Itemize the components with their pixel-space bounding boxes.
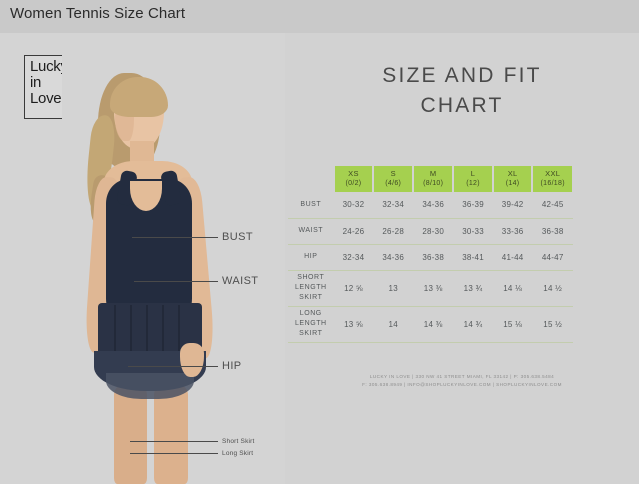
callout-label-long-skirt: Long Skirt (222, 450, 254, 457)
page-title: Women Tennis Size Chart (10, 5, 186, 22)
cell-short-skirt-xs: 12 ⅝ (333, 270, 374, 307)
column-size-l: L (470, 169, 476, 179)
column-range-xxl: (16/18) (540, 180, 565, 188)
cell-waist-xs: 24-26 (333, 218, 374, 245)
row-label-line-1: LONG (299, 309, 322, 317)
model-photo-panel: Lucky in Love (0, 33, 285, 484)
cell-hip-xs: 32-34 (333, 244, 374, 271)
size-fit-table: XS (0/2) S (4/6) M (8/10) L (288, 166, 574, 343)
row-label-waist: WAIST (288, 218, 334, 245)
cell-long-skirt-xs: 13 ⅝ (333, 306, 374, 343)
leader-line-hip (128, 365, 218, 367)
logo-line-2: in (30, 73, 42, 91)
table-header-row: XS (0/2) S (4/6) M (8/10) L (288, 166, 574, 192)
column-header-xs: XS (0/2) (332, 166, 375, 192)
row-label-long-length-skirt: LONG LENGTH SKIRT (288, 306, 334, 343)
column-header-xl: XL (14) (491, 166, 534, 192)
table-header: XS (0/2) S (4/6) M (8/10) L (288, 166, 574, 192)
row-label-bust: BUST (288, 192, 334, 219)
cell-waist-xl: 33-36 (492, 218, 533, 245)
cell-long-skirt-s: 14 (373, 306, 414, 343)
logo-line-1: Lucky (30, 58, 68, 75)
cell-hip-xl: 41-44 (492, 244, 533, 271)
column-size-s: S (390, 169, 396, 179)
column-range-l: (12) (466, 180, 480, 188)
table-row-hip: HIP 32-34 34-36 36-38 38-41 41-44 44-47 (288, 244, 573, 271)
cell-waist-xxl: 36-38 (532, 218, 573, 245)
cell-short-skirt-xl: 14 ⅛ (492, 270, 533, 307)
table-row-waist: WAIST 24-26 26-28 28-30 30-33 33-36 36-3… (288, 218, 573, 245)
callout-short-skirt: Short Skirt (130, 438, 255, 445)
column-header-s: S (4/6) (372, 166, 415, 192)
leader-line-waist (134, 280, 218, 282)
column-range-xs: (0/2) (345, 180, 362, 188)
model-illustration (62, 55, 237, 484)
row-label-short-length-skirt: SHORT LENGTH SKIRT (288, 270, 334, 307)
chart-title: SIZE AND FIT CHART (285, 61, 639, 122)
size-fit-chart-panel: SIZE AND FIT CHART XS (0/2) S (4/6) (285, 33, 639, 484)
table-body: BUST 30-32 32-34 34-36 36-39 39-42 42-45… (288, 192, 573, 343)
column-header-xxl: XXL (16/18) (531, 166, 574, 192)
cell-hip-m: 36-38 (413, 244, 454, 271)
callout-label-short-skirt: Short Skirt (222, 438, 255, 445)
table-row-short-length-skirt: SHORT LENGTH SKIRT 12 ⅝ 13 13 ⅜ 13 ¾ 14 … (288, 270, 573, 307)
callout-long-skirt: Long Skirt (130, 450, 253, 457)
column-size-xxl: XXL (545, 169, 561, 179)
callout-waist: WAIST (134, 275, 258, 287)
leader-line-short-skirt (130, 441, 218, 442)
cell-long-skirt-l: 14 ¾ (453, 306, 493, 343)
callout-label-waist: WAIST (222, 275, 259, 287)
cell-bust-xl: 39-42 (492, 192, 533, 219)
logo-line-3: Love (30, 89, 62, 107)
row-label-line-2: LENGTH (294, 319, 327, 327)
footer-line-1: LUCKY IN LOVE | 330 NW 41 STREET MIAMI, … (369, 374, 555, 379)
row-label-line-1: SHORT (297, 273, 325, 281)
column-size-xl: XL (507, 169, 518, 179)
column-range-s: (4/6) (385, 180, 402, 188)
cell-hip-xxl: 44-47 (532, 244, 573, 271)
footer-line-2: F: 305.638.8949 | INFO@SHOPLUCKYINLOVE.C… (362, 382, 562, 388)
table-row-bust: BUST 30-32 32-34 34-36 36-39 39-42 42-45 (288, 192, 573, 219)
leader-line-long-skirt (130, 453, 218, 454)
cell-bust-xs: 30-32 (333, 192, 374, 219)
row-label-hip: HIP (288, 244, 334, 271)
column-header-l: L (12) (452, 166, 494, 192)
leader-line-bust (132, 236, 218, 238)
cell-bust-s: 32-34 (373, 192, 414, 219)
row-label-line-3: SKIRT (299, 294, 323, 302)
cell-short-skirt-m: 13 ⅜ (413, 270, 454, 307)
cell-waist-s: 26-28 (373, 218, 414, 245)
footer-contact-info: LUCKY IN LOVE | 330 NW 41 STREET MIAMI, … (285, 373, 639, 390)
cell-long-skirt-m: 14 ⅜ (413, 306, 454, 343)
callout-hip: HIP (128, 360, 242, 372)
cell-short-skirt-l: 13 ¾ (453, 270, 493, 307)
cell-hip-s: 34-36 (373, 244, 414, 271)
cell-bust-xxl: 42-45 (532, 192, 573, 219)
cell-waist-m: 28-30 (413, 218, 454, 245)
cell-long-skirt-xl: 15 ⅛ (492, 306, 533, 343)
callout-label-hip: HIP (222, 360, 242, 372)
column-size-xs: XS (348, 169, 359, 179)
chart-title-line-1: SIZE AND FIT (382, 64, 542, 87)
row-label-line-3: SKIRT (299, 330, 323, 338)
cell-bust-m: 34-36 (413, 192, 454, 219)
cell-short-skirt-s: 13 (373, 270, 414, 307)
cell-short-skirt-xxl: 14 ½ (532, 270, 573, 307)
chart-title-line-2: CHART (420, 94, 504, 118)
cell-bust-l: 36-39 (453, 192, 493, 219)
header-corner-blank (288, 166, 334, 192)
callout-label-bust: BUST (222, 231, 253, 243)
callout-bust: BUST (132, 231, 253, 243)
column-size-m: M (429, 169, 437, 179)
cell-long-skirt-xxl: 15 ½ (532, 306, 573, 343)
cell-waist-l: 30-33 (453, 218, 493, 245)
cell-hip-l: 38-41 (453, 244, 493, 271)
table-row-long-length-skirt: LONG LENGTH SKIRT 13 ⅝ 14 14 ⅜ 14 ¾ 15 ⅛… (288, 306, 573, 343)
column-range-xl: (14) (505, 180, 520, 188)
row-label-line-2: LENGTH (294, 283, 327, 291)
column-range-m: (8/10) (423, 180, 444, 188)
column-header-m: M (8/10) (412, 166, 455, 192)
size-chart-card: Lucky in Love (0, 33, 639, 484)
